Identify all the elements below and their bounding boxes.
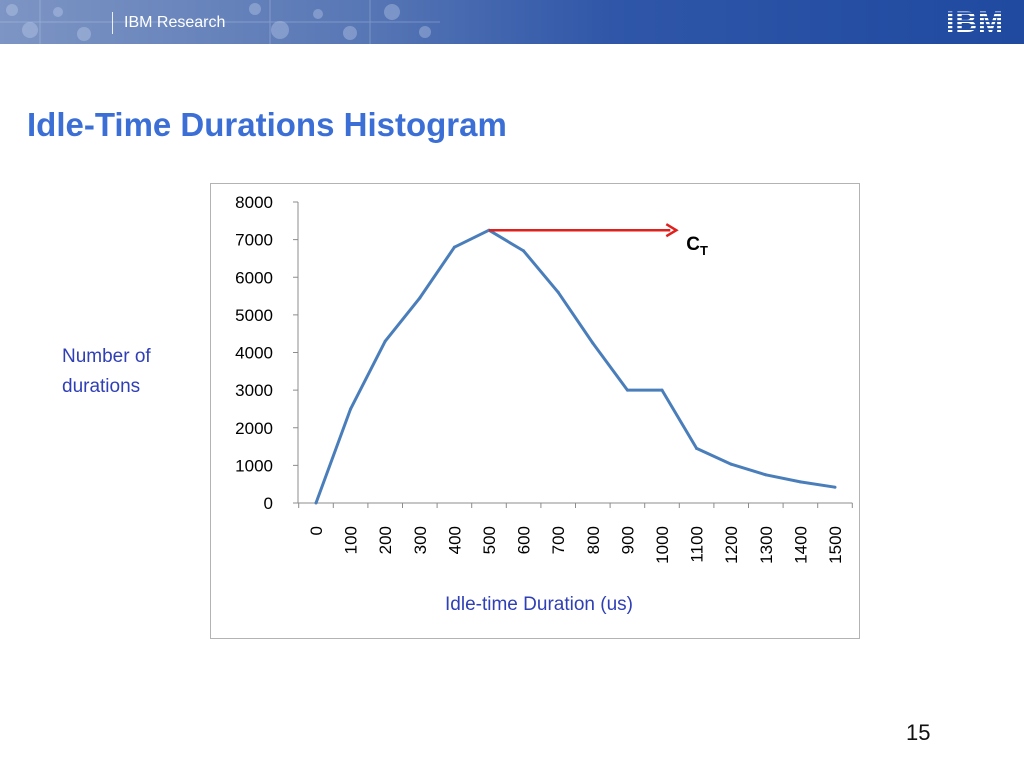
x-tick-label: 1000 xyxy=(653,526,672,564)
y-tick-label: 8000 xyxy=(235,193,273,212)
x-tick-label: 300 xyxy=(411,526,430,554)
x-tick-label: 500 xyxy=(480,526,499,554)
header-decoration xyxy=(0,0,440,44)
x-tick-label: 400 xyxy=(445,526,464,554)
data-point xyxy=(349,407,353,411)
x-axis-label: Idle-time Duration (us) xyxy=(445,594,633,615)
data-point xyxy=(764,473,768,477)
data-point xyxy=(833,485,837,489)
data-point xyxy=(695,446,699,450)
series-line xyxy=(314,228,836,504)
x-tick-label: 1300 xyxy=(757,526,776,564)
line-chart: 0 1000 2000 3000 4000 5000 6000 7000 8000 0 100 200… xyxy=(235,193,853,615)
y-tick-label: 6000 xyxy=(235,268,273,287)
x-tick-label: 700 xyxy=(549,526,568,554)
x-tick-label: 1100 xyxy=(688,526,707,563)
x-tick-label: 200 xyxy=(376,526,395,554)
x-tick-label: 600 xyxy=(515,526,534,554)
data-point xyxy=(798,480,802,484)
chart-frame: 0 1000 2000 3000 4000 5000 6000 7000 8000 0 100 200… xyxy=(210,183,860,639)
y-tick-label: 0 xyxy=(264,494,273,513)
x-tick-label: 0 xyxy=(307,526,326,535)
data-point xyxy=(452,245,456,249)
data-point xyxy=(625,388,629,392)
page-number: 15 xyxy=(906,720,931,745)
y-tick-label: 7000 xyxy=(235,231,273,250)
annotation-label: CT xyxy=(686,234,708,258)
x-tick-label: 1200 xyxy=(722,526,741,564)
data-point xyxy=(556,290,560,294)
y-tick-label: 1000 xyxy=(235,456,273,475)
y-tick-label: 3000 xyxy=(235,381,273,400)
data-point xyxy=(383,339,387,343)
slide-title: Idle-Time Durations Histogram xyxy=(27,106,507,143)
data-point xyxy=(729,462,733,466)
data-point xyxy=(591,341,595,345)
x-tick-label: 900 xyxy=(618,526,637,554)
ibm-logo: IBM xyxy=(946,6,1004,36)
x-tick-label: 100 xyxy=(342,526,361,554)
header-bar: IBM Research IBM xyxy=(0,0,1024,44)
y-tick-label: 4000 xyxy=(235,344,273,363)
data-point xyxy=(314,501,318,505)
data-point xyxy=(660,388,664,392)
x-tick-label: 1400 xyxy=(791,526,810,564)
y-axis-label: Number of durations xyxy=(62,346,151,397)
annotation-arrow-head xyxy=(665,223,679,238)
data-point xyxy=(418,296,422,300)
y-tick-label: 5000 xyxy=(235,306,273,325)
x-tick-label: 800 xyxy=(584,526,603,554)
data-point xyxy=(522,249,526,253)
ibm-logo-text: IBM xyxy=(946,6,1004,36)
header-separator xyxy=(112,12,113,34)
x-tick-label: 1500 xyxy=(826,526,845,564)
y-tick-label: 2000 xyxy=(235,419,273,438)
header-title: IBM Research xyxy=(124,14,226,31)
